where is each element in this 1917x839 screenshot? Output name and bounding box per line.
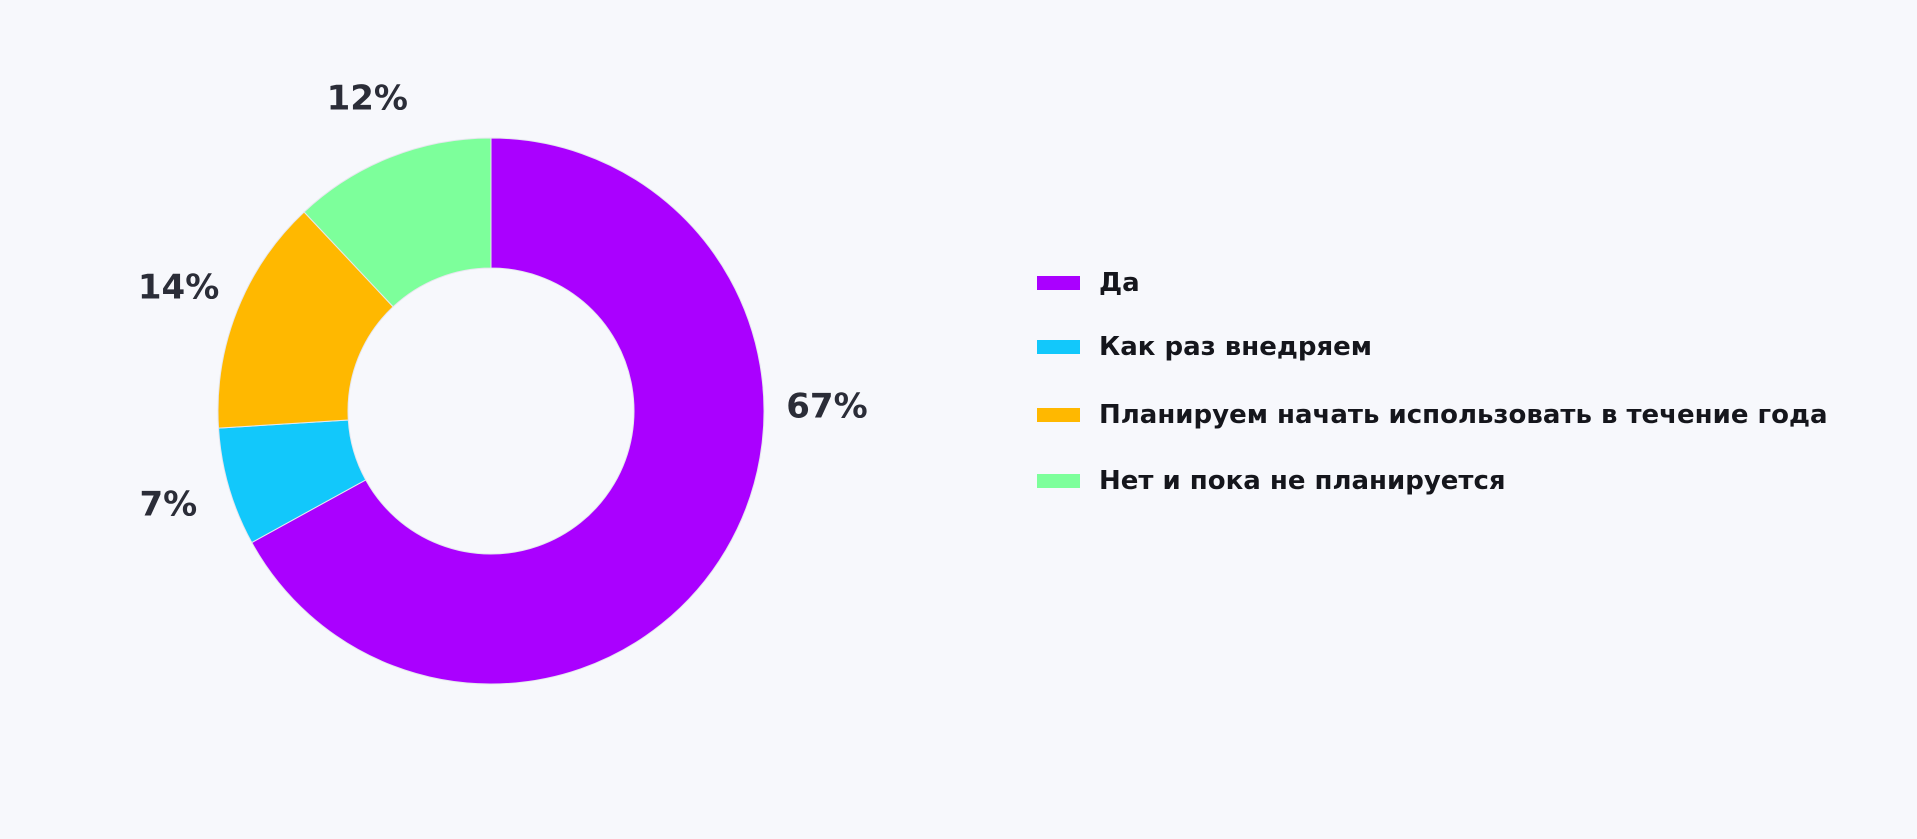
legend-label: Планируем начать использовать в течение … bbox=[1099, 400, 1828, 430]
legend-item-2: Как раз внедряем bbox=[1037, 332, 1828, 362]
legend-label: Да bbox=[1099, 268, 1140, 298]
legend-label: Как раз внедряем bbox=[1099, 332, 1373, 362]
slice-value-label-3: 14% bbox=[138, 267, 219, 307]
slice-value-label-2: 7% bbox=[139, 485, 197, 525]
legend-swatch bbox=[1037, 474, 1080, 488]
donut-slice-1 bbox=[251, 137, 765, 685]
legend-label: Нет и пока не планируется bbox=[1099, 466, 1506, 496]
legend-item-1: Да bbox=[1037, 268, 1828, 298]
donut-slice-3 bbox=[217, 211, 394, 429]
legend-swatch bbox=[1037, 276, 1080, 290]
chart-legend: Да Как раз внедряем Планируем начать испол… bbox=[1037, 268, 1828, 496]
legend-swatch bbox=[1037, 408, 1080, 422]
slice-value-labels: 67% 7% 14% 12% bbox=[138, 79, 868, 525]
donut-slice-4 bbox=[303, 137, 492, 308]
slice-value-label-1: 67% bbox=[786, 387, 867, 427]
donut-slices bbox=[217, 137, 765, 685]
legend-item-3: Планируем начать использовать в течение … bbox=[1037, 400, 1828, 430]
legend-item-4: Нет и пока не планируется bbox=[1037, 466, 1828, 496]
slice-value-label-4: 12% bbox=[327, 79, 408, 119]
legend-swatch bbox=[1037, 340, 1080, 354]
